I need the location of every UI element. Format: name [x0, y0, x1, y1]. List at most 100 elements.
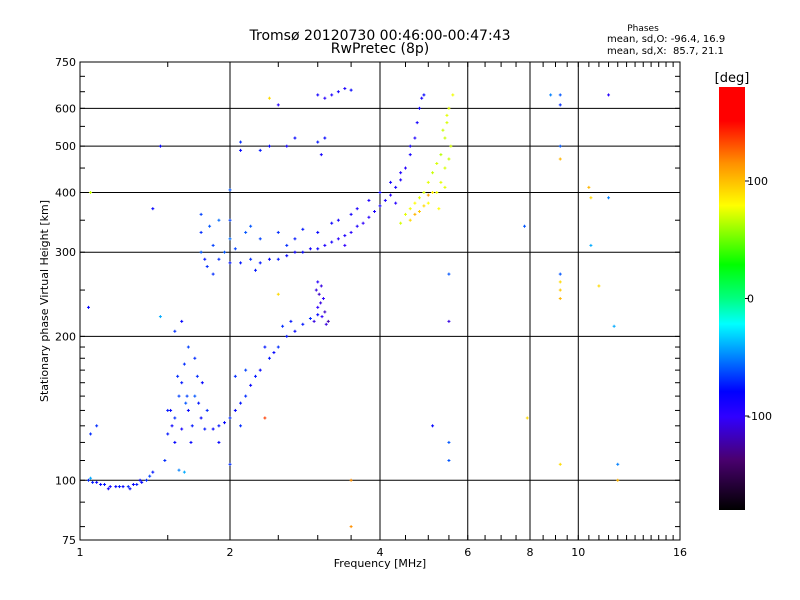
point-marker-v — [136, 482, 138, 486]
data-point — [443, 136, 447, 140]
data-point — [415, 121, 419, 125]
y-tick-label: 300 — [55, 246, 76, 259]
point-marker-v — [250, 224, 252, 228]
data-point — [558, 272, 562, 276]
data-point — [349, 88, 353, 92]
data-point — [148, 474, 152, 478]
point-marker-v — [277, 230, 279, 234]
data-point — [389, 180, 393, 184]
point-marker-v — [559, 280, 561, 284]
data-point — [258, 237, 262, 241]
data-point — [558, 103, 562, 107]
point-marker-v — [229, 188, 231, 192]
data-point — [413, 201, 417, 205]
data-point — [417, 196, 421, 200]
point-marker-v — [395, 185, 397, 189]
point-marker-v — [149, 474, 151, 478]
data-point — [89, 190, 93, 194]
colorbar-tick-label: -100 — [747, 410, 772, 423]
data-point — [138, 478, 142, 482]
point-marker-v — [127, 485, 129, 489]
data-point — [223, 250, 227, 254]
point-marker-v — [444, 136, 446, 140]
data-point — [426, 193, 430, 197]
point-marker-v — [196, 374, 198, 378]
point-marker-v — [200, 230, 202, 234]
point-marker-v — [350, 230, 352, 234]
data-point — [285, 254, 289, 258]
data-point — [199, 416, 203, 420]
data-point — [349, 525, 353, 529]
data-point — [267, 144, 271, 148]
data-point — [228, 188, 232, 192]
data-point — [193, 356, 197, 360]
point-marker-v — [250, 257, 252, 261]
data-point — [349, 478, 353, 482]
point-marker-v — [181, 381, 183, 385]
point-marker-v — [129, 487, 131, 491]
data-point — [447, 440, 451, 444]
data-point — [249, 383, 253, 387]
point-marker-v — [324, 96, 326, 100]
data-point — [91, 480, 95, 484]
point-marker-v — [409, 218, 411, 222]
data-point — [343, 243, 347, 247]
point-marker-v — [414, 201, 416, 205]
point-marker-v — [234, 408, 236, 412]
point-marker-v — [294, 250, 296, 254]
data-point — [326, 319, 330, 323]
point-marker-v — [268, 356, 270, 360]
point-marker-v — [294, 136, 296, 140]
point-marker-v — [229, 218, 231, 222]
data-point — [426, 180, 430, 184]
point-marker-v — [164, 458, 166, 462]
point-marker-v — [141, 480, 143, 484]
point-marker-v — [356, 207, 358, 211]
data-point — [95, 424, 99, 428]
point-marker-v — [167, 432, 169, 436]
data-point — [253, 268, 257, 272]
point-marker-v — [268, 144, 270, 148]
data-point — [439, 153, 443, 157]
point-marker-v — [218, 424, 220, 428]
data-point — [422, 204, 426, 208]
point-marker-v — [171, 424, 173, 428]
point-marker-v — [526, 416, 528, 420]
data-point — [319, 301, 323, 305]
data-point — [330, 93, 334, 97]
data-point — [173, 440, 177, 444]
colorbar-tick-label: 0 — [747, 293, 754, 306]
data-point — [276, 230, 280, 234]
point-marker-v — [559, 288, 561, 292]
point-marker-v — [277, 292, 279, 296]
point-marker-v — [132, 482, 134, 486]
point-marker-v — [194, 356, 196, 360]
data-point — [447, 106, 451, 110]
y-tick-label: 75 — [62, 534, 76, 547]
point-marker-v — [190, 440, 192, 444]
point-marker-v — [174, 416, 176, 420]
point-marker-v — [337, 237, 339, 241]
point-marker-v — [379, 204, 381, 208]
point-marker-v — [268, 257, 270, 261]
data-point — [558, 462, 562, 466]
data-point — [208, 224, 212, 228]
data-point — [319, 284, 323, 288]
point-marker-v — [317, 313, 319, 317]
point-marker-v — [559, 157, 561, 161]
data-point — [228, 237, 232, 241]
data-point — [435, 190, 439, 194]
data-point — [587, 185, 591, 189]
point-marker-v — [423, 190, 425, 194]
point-marker-v — [277, 257, 279, 261]
point-marker-v — [409, 144, 411, 148]
data-point — [276, 257, 280, 261]
data-point — [289, 319, 293, 323]
data-point — [258, 261, 262, 265]
data-point — [197, 401, 201, 405]
data-point — [349, 212, 353, 216]
data-point — [413, 212, 417, 216]
point-marker-v — [432, 190, 434, 194]
point-marker-v — [259, 148, 261, 152]
point-marker-v — [100, 482, 102, 486]
